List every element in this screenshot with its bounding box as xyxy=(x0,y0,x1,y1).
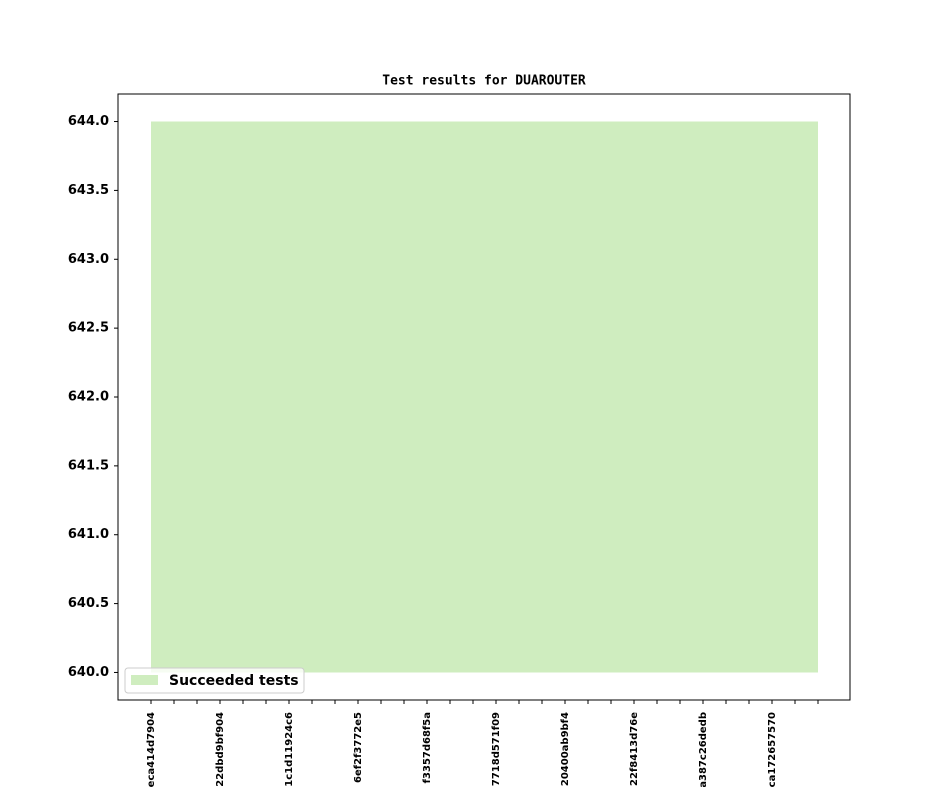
y-tick-label: 641.0 xyxy=(68,527,109,542)
y-tick-label: 642.5 xyxy=(68,321,109,336)
x-tick-label: 22dbd9bf904 xyxy=(215,712,226,787)
y-tick-label: 642.0 xyxy=(68,390,109,405)
y-tick-label: 644.0 xyxy=(68,114,109,129)
y-tick-label: 643.5 xyxy=(68,183,109,198)
chart-title: Test results for DUAROUTER xyxy=(382,74,586,89)
y-tick-label: 643.0 xyxy=(68,252,109,267)
legend-label: Succeeded tests xyxy=(169,673,299,689)
x-tick-label: 7718d571f09 xyxy=(491,712,502,786)
x-tick-label: 1c1d11924c6 xyxy=(284,712,295,787)
x-tick-label: 6ef2f3772e5 xyxy=(353,712,364,783)
x-tick-label: 22f8413d76e xyxy=(629,712,640,786)
legend: Succeeded tests xyxy=(124,667,305,694)
x-tick-label: eca414d7904 xyxy=(146,712,157,787)
y-tick-label: 640.0 xyxy=(68,665,109,680)
y-tick-label: 640.5 xyxy=(68,596,109,611)
area xyxy=(151,121,818,673)
x-tick-label: ca172657570 xyxy=(767,712,778,787)
x-tick-label: 20400ab9bf4 xyxy=(560,712,571,786)
x-tick-label: f3357d68f5a xyxy=(422,712,433,783)
y-tick-label: 641.5 xyxy=(68,458,109,473)
legend-box xyxy=(124,667,305,694)
x-tick-label: a387c26dedb xyxy=(698,712,709,787)
legend-swatch xyxy=(131,675,158,685)
